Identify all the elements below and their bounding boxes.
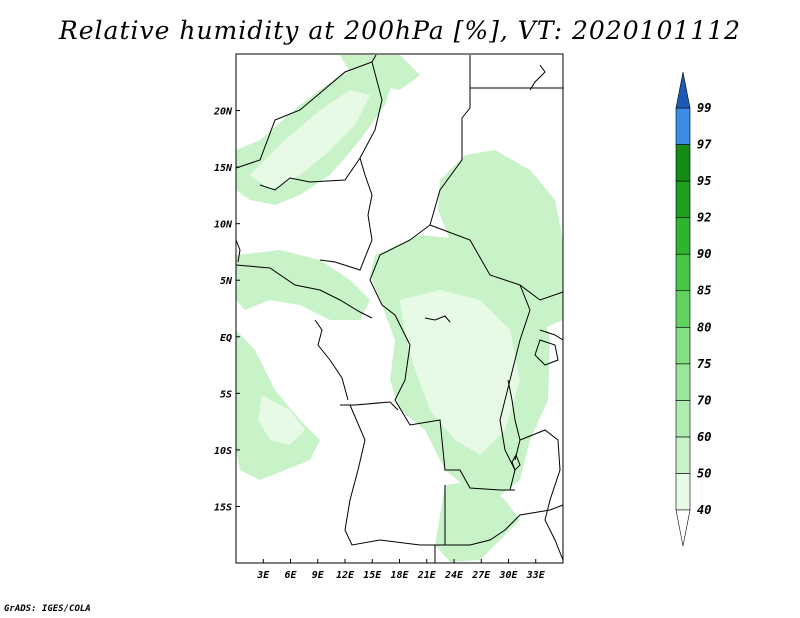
humidity-area-east	[438, 150, 563, 330]
humidity-area-south	[435, 480, 520, 562]
colorbar-label: 92	[697, 211, 711, 225]
lat-tick-label: 5N	[220, 276, 233, 287]
border-line	[369, 55, 471, 306]
border-line	[429, 224, 564, 301]
border-line	[539, 329, 564, 341]
colorbar-segment	[675, 253, 691, 292]
colorbar-segment	[675, 436, 691, 474]
colorbar-segment	[675, 107, 691, 145]
border-line	[259, 61, 383, 191]
border-line	[519, 429, 564, 561]
latitude-axis: 20N 15N 10N 5N EQ 5S 10S 15S	[213, 107, 240, 513]
colorbar-segment	[675, 400, 691, 438]
colorbar: 40 50 60 70 75 80 85 90 92 95 97 99	[675, 71, 712, 547]
colorbar-top-arrow	[675, 71, 691, 109]
lat-tick-label: 15N	[214, 163, 233, 174]
lake-outline	[424, 315, 451, 323]
colorbar-label: 90	[697, 247, 711, 261]
colorbar-segment	[675, 217, 691, 255]
lon-tick-label: 18E	[390, 570, 409, 581]
lon-tick-label: 6E	[284, 570, 297, 581]
lat-tick-label: 10N	[214, 220, 233, 231]
coast-line	[529, 64, 546, 91]
lon-tick-label: 15E	[363, 570, 382, 581]
lat-tick-label: 15S	[214, 502, 232, 513]
grads-credit: GrADS: IGES/COLA	[4, 604, 91, 614]
lon-tick-label: 21E	[417, 570, 437, 581]
lon-tick-label: 27E	[471, 570, 491, 581]
lake-outline	[511, 453, 521, 471]
lake-outline	[534, 339, 559, 366]
border-line	[444, 485, 564, 546]
colorbar-segment	[675, 290, 691, 328]
colorbar-label: 80	[697, 320, 711, 334]
humidity-area-north-edge	[340, 55, 420, 90]
humidity-area-west	[236, 250, 370, 320]
lat-tick-label: EQ	[220, 333, 232, 344]
lat-tick-label: 5S	[220, 389, 232, 400]
colorbar-label: 60	[697, 430, 711, 444]
humidity-area-atlantic-core	[258, 395, 305, 445]
colorbar-label: 75	[697, 357, 711, 371]
country-borders	[235, 54, 564, 563]
colorbar-label: 97	[697, 138, 712, 152]
border-line	[381, 304, 515, 491]
border-line	[319, 157, 373, 271]
colorbar-segment	[675, 144, 691, 182]
lon-tick-label: 9E	[312, 570, 325, 581]
colorbar-label: 99	[697, 101, 711, 115]
lon-tick-label: 24E	[444, 570, 464, 581]
colorbar-segment	[675, 473, 691, 511]
humidity-area-central-core	[400, 290, 520, 455]
colorbar-label: 95	[697, 174, 711, 188]
lon-tick-label: 3E	[256, 570, 270, 581]
lon-tick-label: 30E	[498, 570, 518, 581]
colorbar-segment	[675, 363, 691, 401]
colorbar-bottom-arrow	[675, 509, 691, 547]
map-title: Relative humidity at 200hPa [%], VT: 202…	[58, 16, 742, 45]
colorbar-segment	[675, 326, 691, 365]
coast-line	[314, 319, 349, 401]
colorbar-segment	[675, 180, 691, 218]
colorbar-label: 50	[697, 466, 711, 480]
border-line	[340, 401, 399, 411]
colorbar-label: 40	[697, 503, 711, 517]
lon-tick-label: 33E	[526, 570, 546, 581]
lon-tick-label: 12E	[336, 570, 355, 581]
lat-tick-label: 10S	[214, 446, 232, 457]
colorbar-label: 85	[697, 284, 711, 298]
coast-line	[235, 239, 241, 263]
border-line	[344, 404, 445, 546]
colorbar-label: 70	[697, 393, 711, 407]
lat-tick-label: 20N	[213, 107, 233, 118]
longitude-axis: 3E 6E 9E 12E 15E 18E 21E 24E 27E 30E 33E	[256, 559, 546, 581]
humidity-area-sahel-core	[250, 90, 370, 190]
humidity-field	[236, 55, 563, 562]
lake-outline	[507, 379, 521, 461]
border-line	[235, 264, 373, 319]
